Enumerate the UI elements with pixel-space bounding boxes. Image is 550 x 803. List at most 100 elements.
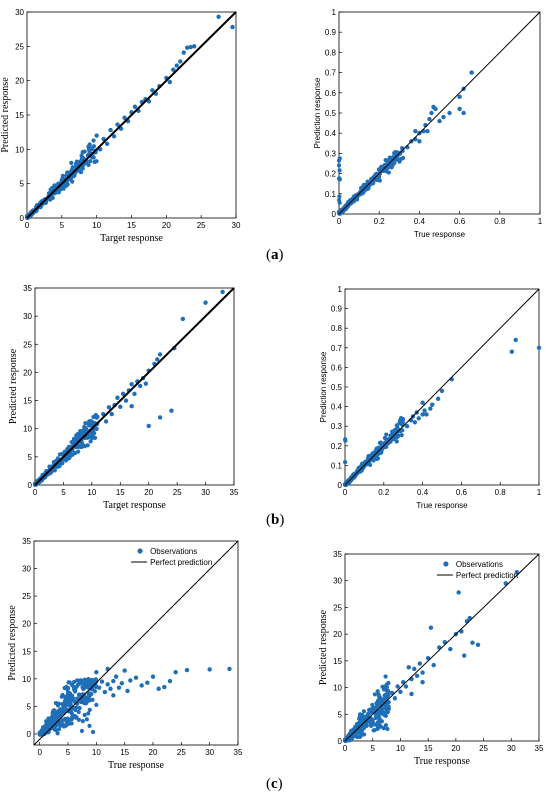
y-axis-label: Predicted response	[0, 77, 11, 153]
y-tick-label: 25	[333, 603, 342, 612]
y-axis-label: Predicted response	[7, 605, 18, 681]
data-point	[188, 44, 193, 50]
data-point	[116, 685, 122, 690]
data-point	[56, 715, 61, 720]
y-tick-label: 1	[338, 285, 343, 294]
data-point	[376, 694, 382, 699]
y-tick-label: 15	[333, 657, 342, 666]
data-point	[167, 79, 173, 85]
data-point	[79, 699, 84, 705]
data-point	[96, 685, 102, 690]
data-point	[89, 436, 95, 441]
data-point	[57, 708, 62, 713]
data-point	[92, 430, 97, 436]
data-point	[63, 702, 69, 707]
y-tick-label: 10	[22, 675, 31, 684]
y-tick-label: 30	[23, 312, 32, 321]
data-point	[412, 666, 417, 672]
data-point	[360, 185, 365, 190]
panel-label-a: (a)	[266, 247, 284, 263]
data-point	[53, 720, 58, 725]
data-point	[77, 705, 82, 711]
x-tick-label: 25	[173, 488, 182, 497]
data-point	[118, 404, 123, 409]
data-point	[74, 433, 79, 438]
data-point	[428, 406, 433, 411]
data-point	[79, 153, 84, 158]
perfect-prediction-line	[26, 11, 237, 219]
data-point	[374, 456, 379, 462]
legend-label-perfect-prediction: Perfect prediction	[150, 558, 212, 567]
data-point	[94, 670, 99, 675]
data-point	[435, 396, 441, 401]
data-point	[123, 398, 129, 403]
y-tick-label: 5	[338, 710, 343, 719]
data-point	[379, 449, 384, 454]
y-axis-label: Prediction response	[319, 351, 328, 422]
observations-series	[342, 337, 542, 488]
x-tick-label: 30	[201, 488, 210, 497]
data-point	[157, 352, 163, 357]
legend-marker-observations	[137, 548, 143, 554]
data-point	[111, 693, 116, 698]
data-point	[343, 482, 349, 488]
data-point	[394, 439, 399, 444]
data-point	[84, 682, 89, 687]
y-tick-label: 30	[22, 565, 31, 574]
data-point	[76, 443, 81, 448]
x-axis-label: True response	[414, 756, 471, 767]
data-point	[67, 703, 72, 708]
data-point	[65, 708, 70, 713]
data-point	[70, 714, 75, 719]
data-point	[431, 662, 436, 668]
data-point	[379, 719, 384, 724]
perfect-prediction-line	[34, 287, 235, 486]
data-point	[60, 718, 65, 723]
data-point	[227, 666, 232, 672]
data-point	[414, 673, 420, 679]
x-tick-label: 15	[424, 744, 433, 753]
data-point	[384, 685, 390, 690]
data-point	[129, 404, 134, 409]
data-point	[358, 714, 363, 719]
data-point	[413, 128, 418, 134]
data-point	[128, 678, 133, 683]
data-point	[86, 711, 91, 716]
data-point	[376, 445, 381, 451]
data-point	[384, 432, 389, 437]
x-tick-label: 5	[61, 488, 66, 497]
data-point	[122, 115, 127, 120]
data-point	[50, 185, 55, 190]
data-point	[106, 405, 112, 410]
data-point	[395, 154, 400, 159]
plot-frame	[33, 540, 239, 746]
data-point	[409, 691, 414, 697]
data-point	[509, 349, 515, 354]
data-point	[87, 723, 92, 728]
data-point	[73, 707, 78, 713]
panel-label-b: (b)	[266, 512, 285, 528]
y-tick-label: 0.7	[331, 344, 343, 353]
data-point	[420, 670, 425, 675]
data-point	[174, 63, 179, 68]
x-tick-label: 10	[92, 221, 101, 230]
data-point	[60, 176, 65, 182]
data-point	[417, 661, 423, 666]
data-point	[92, 159, 97, 165]
data-point	[63, 723, 69, 728]
observations-series	[37, 666, 232, 737]
data-point	[87, 707, 92, 712]
data-point	[87, 149, 92, 154]
data-point	[76, 160, 81, 166]
data-point	[385, 726, 390, 732]
y-tick-label: 5	[27, 702, 32, 711]
x-axis-label: Target response	[100, 233, 163, 244]
y-tick-label: 35	[333, 550, 342, 559]
data-point	[406, 665, 411, 670]
data-point	[372, 705, 378, 711]
legend-label-observations: Observations	[456, 560, 503, 569]
data-point	[58, 723, 63, 729]
y-axis-label: Predicted response	[8, 348, 19, 424]
data-point	[337, 200, 342, 205]
